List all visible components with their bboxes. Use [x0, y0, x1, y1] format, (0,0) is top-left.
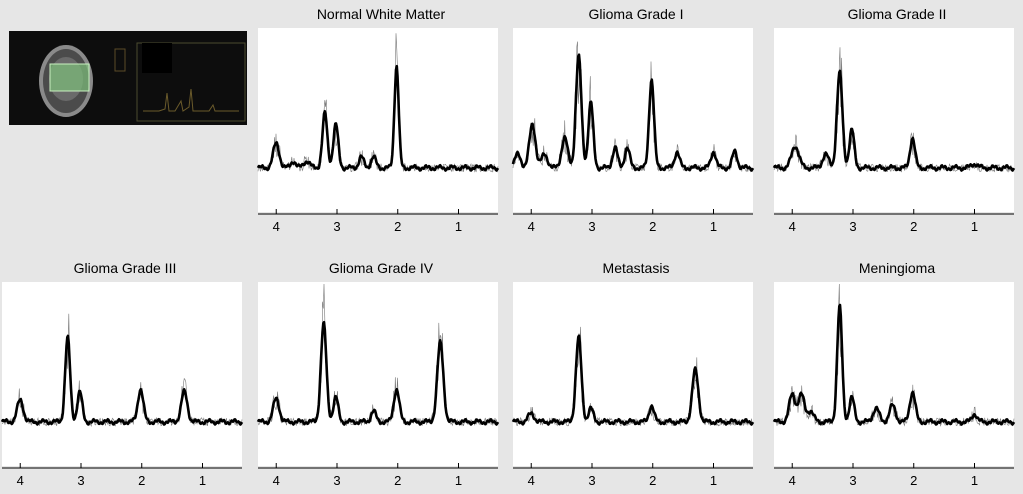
- spectrum-panel-2: Glioma Grade II 4 3 2 1: [772, 0, 1020, 240]
- x-tick-label: 4: [528, 473, 535, 488]
- spectrum-plot: 4 3 2 1: [772, 28, 1016, 234]
- x-tick-label: 1: [710, 473, 717, 488]
- x-tick-label: 2: [138, 473, 145, 488]
- panel-title: Glioma Grade III: [73, 260, 177, 276]
- spectrum-plot: 4 3 2 1: [256, 282, 500, 488]
- fitted-spectrum-line: [511, 334, 755, 426]
- plot-area: [258, 28, 498, 212]
- x-tick-label: 4: [273, 219, 280, 234]
- x-tick-label: 2: [649, 473, 656, 488]
- plot-area: [774, 28, 1014, 212]
- fitted-spectrum-line: [256, 64, 500, 172]
- panel-title: Normal White Matter: [316, 6, 446, 22]
- spectrum-panel-0: Normal White Matter 4 3 2 1: [256, 0, 504, 240]
- fitted-spectrum-line: [256, 320, 500, 426]
- x-tick-label: 1: [971, 473, 978, 488]
- x-tick-label: 1: [199, 473, 206, 488]
- plot-area: [513, 282, 753, 466]
- x-tick-label: 3: [333, 219, 340, 234]
- fitted-spectrum-line: [511, 53, 755, 172]
- mri-thumbnail-image: [9, 31, 247, 125]
- x-tick-label: 3: [849, 473, 856, 488]
- spectrum-panel-4: Glioma Grade IV 4 3 2 1: [256, 254, 504, 494]
- x-tick-label: 4: [273, 473, 280, 488]
- panel-title: Glioma Grade II: [847, 6, 947, 22]
- x-tick-label: 3: [849, 219, 856, 234]
- spectrum-panel-5: Metastasis 4 3 2 1: [511, 254, 759, 494]
- panel-title: Glioma Grade IV: [328, 260, 434, 276]
- spectrum-panel-6: Meningioma 4 3 2 1: [772, 254, 1020, 494]
- mri-thumbnail: [9, 31, 247, 125]
- x-tick-label: 1: [455, 219, 462, 234]
- fitted-spectrum-line: [772, 303, 1016, 426]
- plot-area: [513, 28, 753, 212]
- spectrum-plot: 4 3 2 1: [511, 282, 755, 488]
- x-tick-label: 3: [333, 473, 340, 488]
- spectrum-plot: 4 3 2 1: [772, 282, 1016, 488]
- spectrum-panel-3: Glioma Grade III 4 3 2 1: [0, 254, 248, 494]
- spectrum-plot: 4 3 2 1: [511, 28, 755, 234]
- spectrum-plot: 4 3 2 1: [256, 28, 500, 234]
- x-tick-label: 4: [17, 473, 24, 488]
- x-tick-label: 2: [910, 219, 917, 234]
- x-tick-label: 3: [588, 473, 595, 488]
- plot-area: [258, 282, 498, 466]
- fitted-spectrum-line: [0, 334, 244, 426]
- x-tick-label: 1: [455, 473, 462, 488]
- spectrum-panel-1: Glioma Grade I 4 3 2 1: [511, 0, 759, 240]
- panel-title: Meningioma: [858, 260, 936, 276]
- x-tick-label: 4: [789, 473, 796, 488]
- panel-title: Glioma Grade I: [588, 6, 684, 22]
- spectrum-plot: 4 3 2 1: [0, 282, 244, 488]
- x-tick-label: 4: [789, 219, 796, 234]
- fitted-spectrum-line: [772, 69, 1016, 172]
- panel-title: Metastasis: [602, 260, 670, 276]
- x-tick-label: 2: [394, 473, 401, 488]
- x-tick-label: 4: [528, 219, 535, 234]
- x-tick-label: 3: [588, 219, 595, 234]
- x-tick-label: 2: [910, 473, 917, 488]
- x-tick-label: 2: [394, 219, 401, 234]
- x-tick-label: 1: [971, 219, 978, 234]
- x-tick-label: 2: [649, 219, 656, 234]
- plot-area: [2, 282, 242, 466]
- x-tick-label: 3: [77, 473, 84, 488]
- x-tick-label: 1: [710, 219, 717, 234]
- plot-area: [774, 282, 1014, 466]
